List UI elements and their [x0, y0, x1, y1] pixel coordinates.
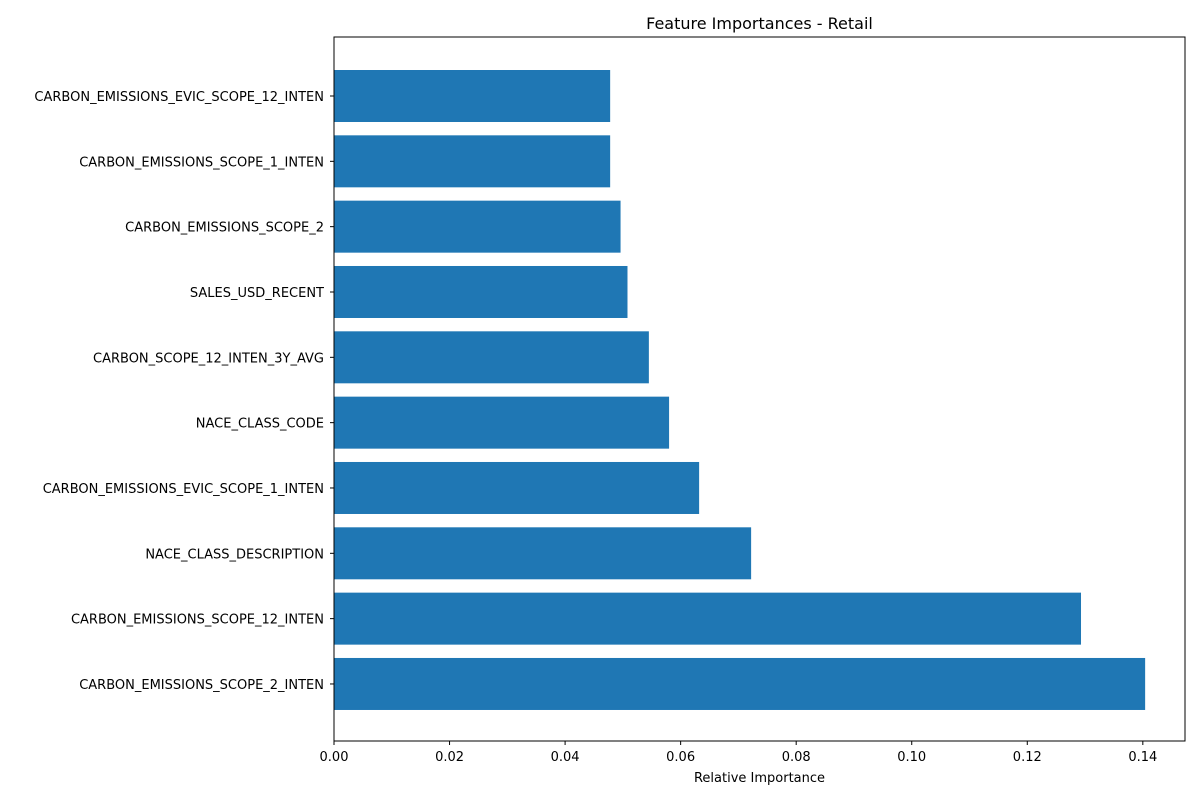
bar — [334, 135, 611, 188]
x-tick-label: 0.10 — [897, 750, 926, 765]
bar — [334, 265, 628, 318]
bar — [334, 657, 1146, 710]
y-tick-label: SALES_USD_RECENT — [190, 286, 324, 301]
bar — [334, 331, 649, 384]
x-tick-label: 0.00 — [320, 750, 349, 765]
plot-frame — [333, 36, 1186, 742]
x-tick-label: 0.08 — [782, 750, 811, 765]
y-tick-label: CARBON_EMISSIONS_SCOPE_2 — [125, 221, 324, 236]
y-tick-label: NACE_CLASS_DESCRIPTION — [145, 547, 324, 562]
bars-group — [334, 70, 1146, 710]
x-tick-label: 0.14 — [1128, 750, 1157, 765]
y-axis-ticks: CARBON_EMISSIONS_EVIC_SCOPE_12_INTEN CARB… — [34, 90, 334, 693]
y-tick-label: CARBON_EMISSIONS_SCOPE_1_INTEN — [79, 155, 324, 170]
bar — [334, 592, 1082, 645]
y-tick-label: CARBON_EMISSIONS_EVIC_SCOPE_12_INTEN — [34, 90, 324, 105]
y-tick-label: CARBON_EMISSIONS_SCOPE_12_INTEN — [71, 613, 324, 628]
x-axis-label: Relative Importance — [694, 771, 825, 786]
y-tick-label: CARBON_SCOPE_12_INTEN_3Y_AVG — [93, 351, 324, 366]
x-axis-ticks: 0.00 0.02 0.04 0.06 0.08 0.10 0.12 0.14 — [320, 741, 1157, 765]
chart-title: Feature Importances - Retail — [646, 14, 873, 33]
bar — [334, 200, 621, 253]
bar — [334, 461, 700, 514]
bar — [334, 527, 752, 580]
y-tick-label: CARBON_EMISSIONS_SCOPE_2_INTEN — [79, 678, 324, 693]
x-tick-label: 0.02 — [435, 750, 464, 765]
y-tick-label: NACE_CLASS_CODE — [196, 417, 324, 432]
x-tick-label: 0.04 — [551, 750, 580, 765]
bar — [334, 70, 611, 122]
x-tick-label: 0.12 — [1013, 750, 1042, 765]
y-tick-label: CARBON_EMISSIONS_EVIC_SCOPE_1_INTEN — [43, 482, 324, 497]
bar — [334, 396, 670, 449]
x-tick-label: 0.06 — [666, 750, 695, 765]
